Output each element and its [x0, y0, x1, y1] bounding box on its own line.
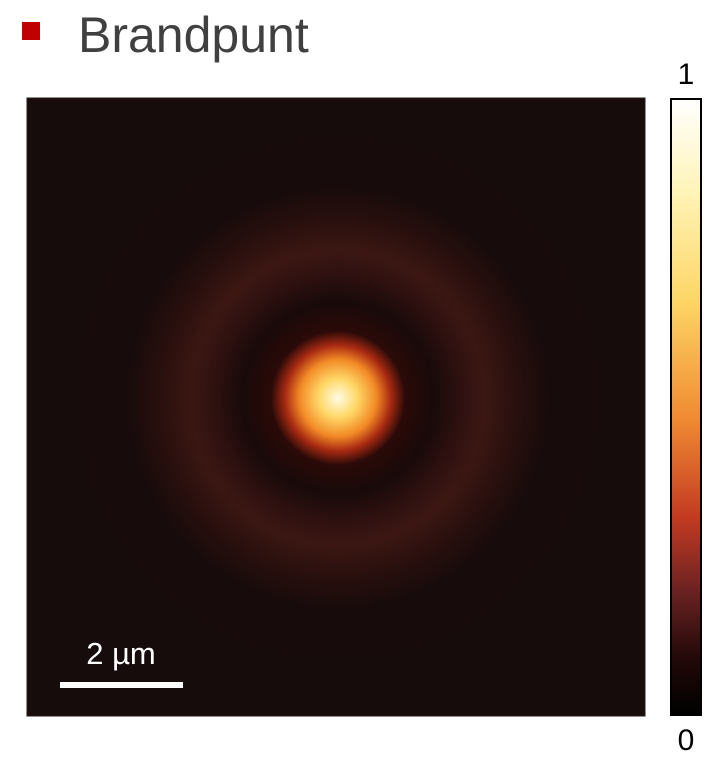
- scale-bar-label: 2 µm: [86, 636, 156, 671]
- bullet: [22, 22, 40, 40]
- colorbar: [670, 98, 702, 716]
- colorbar-max-label: 1: [678, 58, 695, 91]
- colorbar-min-label: 0: [678, 724, 695, 757]
- focal-spot-image: [26, 97, 646, 717]
- slide-title: Brandpunt: [78, 7, 309, 63]
